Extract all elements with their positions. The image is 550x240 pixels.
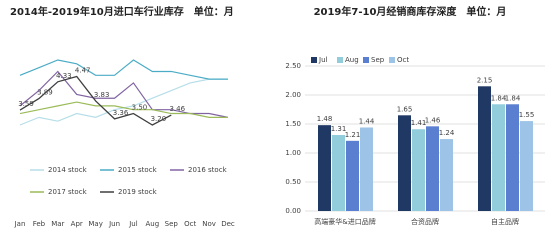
data-label: 1.41 bbox=[411, 119, 427, 127]
data-label: 1.84 bbox=[491, 94, 507, 102]
x-tick-label: Oct bbox=[184, 220, 196, 228]
data-label: 3.59 bbox=[18, 100, 34, 108]
legend-swatch bbox=[389, 57, 395, 63]
legend-label: 2015 stock bbox=[118, 166, 158, 174]
data-label: 3.50 bbox=[132, 104, 148, 112]
y-tick-label: 2.00 bbox=[285, 91, 301, 99]
x-tick-label: May bbox=[88, 220, 102, 228]
bar bbox=[360, 127, 373, 211]
x-tick-label: Dec bbox=[221, 220, 235, 228]
data-label: 4.33 bbox=[56, 72, 72, 80]
legend-swatch bbox=[337, 57, 343, 63]
y-tick-label: 0.50 bbox=[285, 178, 301, 186]
bar bbox=[398, 115, 411, 211]
y-tick-label: 2.50 bbox=[285, 62, 301, 70]
legend-label: 2019 stock bbox=[118, 188, 158, 196]
data-label: 1.31 bbox=[331, 125, 347, 133]
data-label: 3.46 bbox=[169, 105, 185, 113]
line bbox=[19, 75, 172, 126]
chart-title: 2014年-2019年10月进口车行业库存 单位：月 bbox=[10, 5, 234, 18]
data-label: 3.20 bbox=[151, 115, 167, 123]
bar bbox=[478, 86, 491, 211]
data-label: 3.83 bbox=[94, 91, 110, 99]
bar bbox=[492, 104, 505, 211]
data-label: 1.48 bbox=[317, 115, 333, 123]
y-tick-label: 1.50 bbox=[285, 120, 301, 128]
line bbox=[19, 101, 228, 118]
bar bbox=[440, 139, 453, 211]
legend-label: Aug bbox=[345, 56, 359, 64]
data-label: 3.89 bbox=[37, 89, 53, 97]
x-tick-label: Jun bbox=[108, 220, 120, 228]
x-tick-label: Jul bbox=[128, 220, 138, 228]
legend-label: 2014 stock bbox=[48, 166, 88, 174]
legend-label: 2017 stock bbox=[48, 188, 88, 196]
x-tick-label: 合资品牌 bbox=[411, 217, 439, 226]
x-tick-label: Jan bbox=[14, 220, 26, 228]
bar bbox=[506, 104, 519, 211]
legend-swatch bbox=[311, 57, 317, 63]
x-tick-label: 高端豪华&进口品牌 bbox=[314, 217, 375, 226]
page: 2014年-2019年10月进口车行业库存 单位：月 2019年7-10月经销商… bbox=[10, 5, 545, 228]
bar bbox=[412, 129, 425, 211]
x-tick-label: Nov bbox=[202, 220, 216, 228]
x-tick-label: Aug bbox=[146, 220, 160, 228]
chart-title: 2019年7-10月经销商库存深度 单位：月 bbox=[314, 5, 507, 18]
bar bbox=[318, 125, 331, 211]
y-tick-label: 0.00 bbox=[285, 207, 301, 215]
legend-label: Oct bbox=[397, 56, 409, 64]
bar bbox=[426, 126, 439, 211]
bar bbox=[346, 140, 359, 211]
line bbox=[19, 78, 228, 126]
data-label: 1.24 bbox=[439, 129, 455, 137]
x-tick-label: Apr bbox=[71, 220, 83, 228]
x-tick-label: Feb bbox=[33, 220, 46, 228]
data-label: 1.65 bbox=[397, 105, 413, 113]
bar bbox=[332, 135, 345, 211]
legend-swatch bbox=[363, 57, 369, 63]
data-label: 1.21 bbox=[345, 131, 361, 139]
data-label: 1.46 bbox=[425, 116, 441, 124]
line bbox=[19, 70, 229, 118]
legend-label: Sep bbox=[371, 56, 385, 64]
data-label: 1.55 bbox=[519, 111, 535, 119]
legend-label: 2016 stock bbox=[188, 166, 228, 174]
bar bbox=[520, 121, 533, 211]
data-label: 1.44 bbox=[359, 117, 375, 125]
x-tick-label: Sep bbox=[165, 220, 179, 228]
data-label: 1.84 bbox=[505, 94, 521, 102]
x-tick-label: Mar bbox=[51, 220, 64, 228]
y-tick-label: 1.00 bbox=[285, 149, 301, 157]
line bbox=[19, 59, 228, 80]
legend-label: Jul bbox=[318, 56, 328, 64]
data-label: 2.15 bbox=[477, 76, 493, 84]
data-label: 4.47 bbox=[75, 66, 91, 74]
data-label: 3.36 bbox=[113, 109, 129, 117]
x-tick-label: 自主品牌 bbox=[491, 217, 519, 226]
